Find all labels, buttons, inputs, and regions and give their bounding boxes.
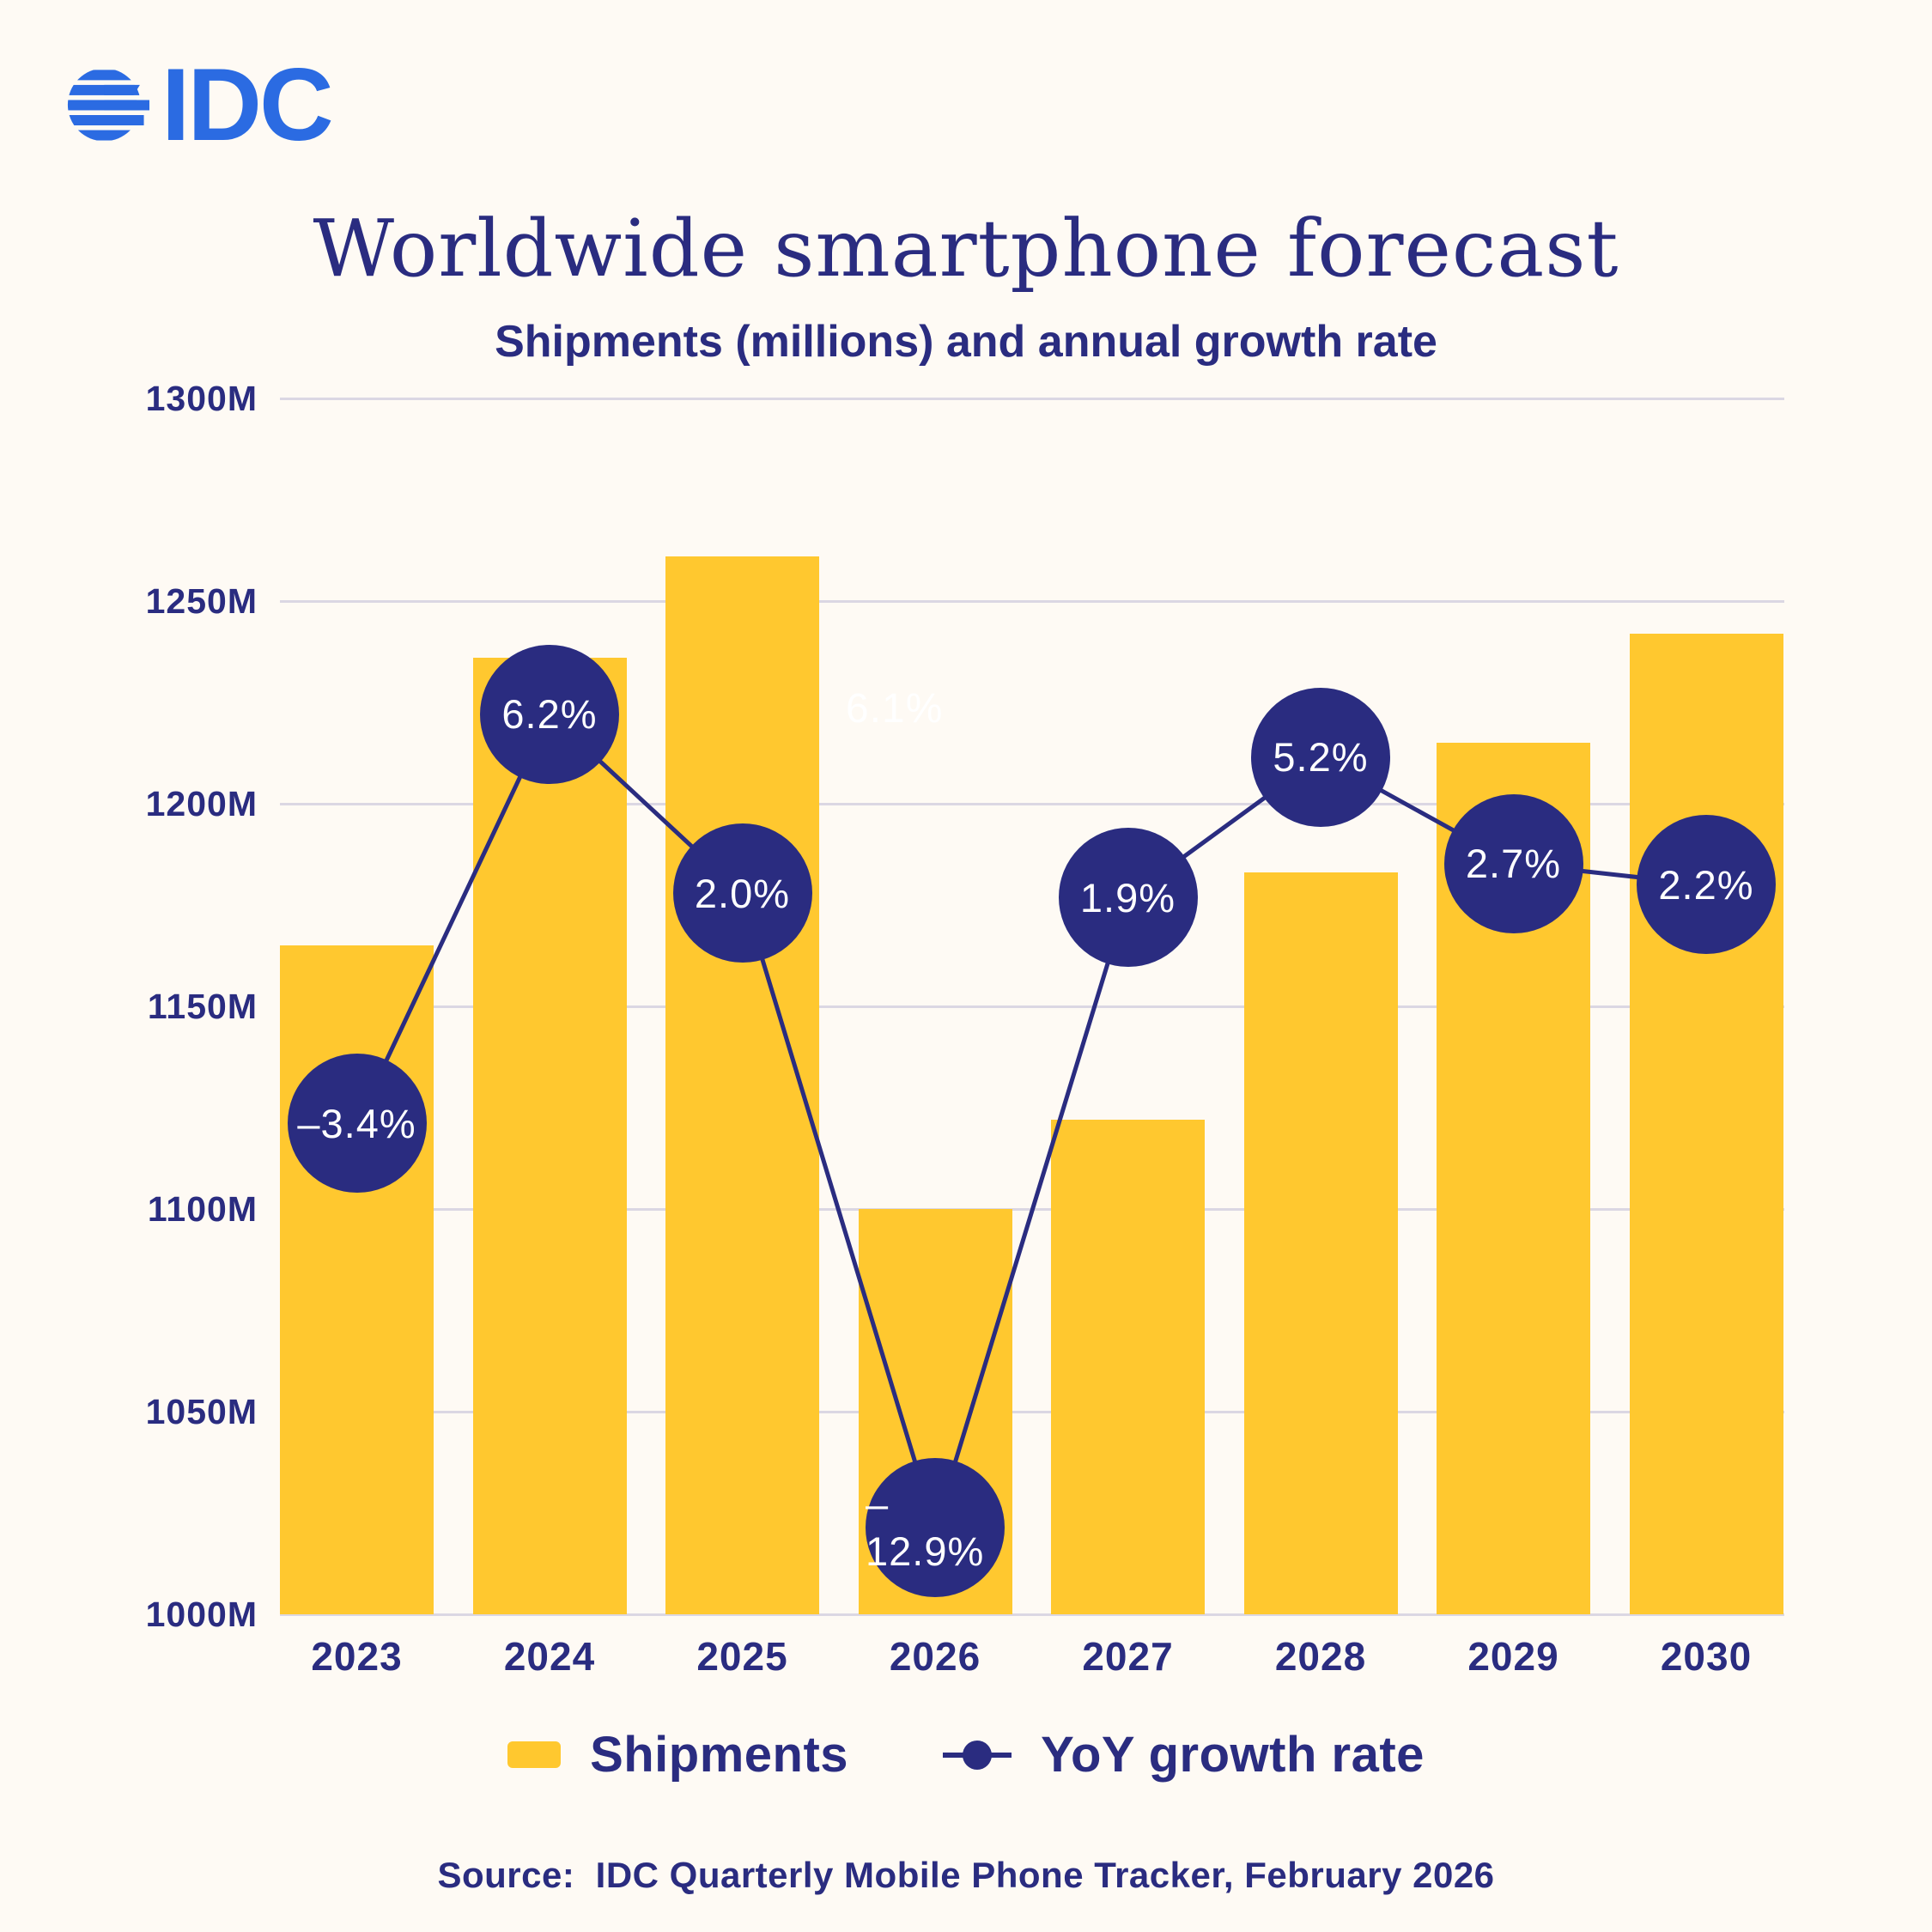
x-axis-label-2029: 2029: [1467, 1634, 1559, 1679]
legend-item-shipments: Shipments: [507, 1726, 848, 1783]
x-axis-label-2026: 2026: [889, 1634, 981, 1679]
growth-bubble-2024: 6.2%: [480, 644, 619, 784]
x-axis-label-2027: 2027: [1082, 1634, 1174, 1679]
logo-text: IDC: [161, 47, 334, 162]
y-axis-tick-label: 1250M: [145, 581, 258, 621]
chart-legend: Shipments YoY growth rate: [0, 1726, 1932, 1783]
globe-icon: [67, 70, 149, 141]
growth-bubble-2025: 2.0%: [672, 823, 812, 963]
growth-bubble-2023: –3.4%: [287, 1054, 427, 1194]
chart-subtitle: Shipments (millions) and annual growth r…: [495, 317, 1437, 367]
source-note: Source: IDC Quarterly Mobile Phone Track…: [437, 1855, 1495, 1895]
growth-bubble-2026: –12.9%: [866, 1458, 1005, 1598]
y-axis-tick-label: 1100M: [147, 1189, 258, 1229]
x-axis-label-2028: 2028: [1274, 1634, 1367, 1679]
legend-item-growth: YoY growth rate: [943, 1726, 1425, 1783]
y-axis-tick-label: 1050M: [145, 1392, 258, 1431]
x-axis-label-2030: 2030: [1660, 1634, 1753, 1679]
growth-line-marker-icon: [943, 1740, 1012, 1771]
legend-label-shipments: Shipments: [590, 1727, 849, 1783]
idc-logo: IDC: [67, 47, 334, 162]
gridline-1150M: [280, 1005, 1784, 1008]
gridline-1000M: [280, 1613, 1784, 1616]
gridline-1250M: [280, 599, 1784, 603]
gridline-1200M: [280, 802, 1784, 805]
x-axis-label-2025: 2025: [696, 1634, 788, 1679]
x-axis-label-2023: 2023: [311, 1634, 403, 1679]
x-axis-label-2024: 2024: [503, 1634, 596, 1679]
growth-bubble-2030: 2.2%: [1637, 815, 1776, 955]
shipments-bar-2025: [665, 556, 819, 1614]
y-axis-tick-label: 1200M: [145, 784, 258, 823]
gridline-1300M: [280, 397, 1784, 400]
growth-bubble-2027: 1.9%: [1058, 828, 1198, 968]
y-axis-tick-label: 1300M: [145, 379, 258, 418]
legend-label-growth: YoY growth rate: [1041, 1727, 1425, 1783]
shipments-bar-2024: [472, 658, 627, 1614]
shipments-swatch-icon: [507, 1741, 562, 1768]
gridline-1050M: [280, 1410, 1784, 1413]
stray-growth-label: 6.1%: [846, 686, 944, 732]
chart-title: Worldwide smartphone forecast: [313, 203, 1619, 295]
y-axis-tick-label: 1150M: [147, 987, 258, 1026]
shipments-bar-2028: [1243, 872, 1398, 1614]
growth-bubble-2029: 2.7%: [1443, 793, 1583, 933]
y-axis-tick-label: 1000M: [145, 1595, 258, 1634]
shipments-bar-2027: [1051, 1120, 1205, 1614]
shipments-bar-2030: [1629, 633, 1783, 1614]
growth-bubble-2028: 5.2%: [1251, 687, 1390, 827]
